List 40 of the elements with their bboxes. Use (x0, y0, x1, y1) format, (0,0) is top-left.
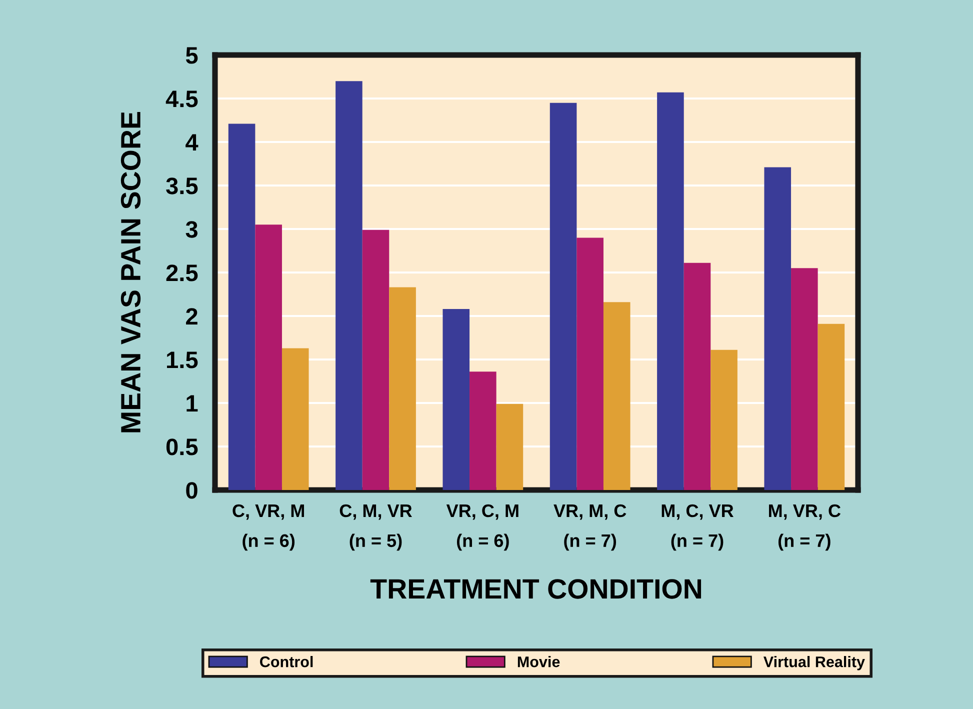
bar (496, 404, 524, 490)
bar (362, 230, 390, 490)
bar (550, 102, 577, 490)
bar (791, 268, 818, 490)
bar (255, 224, 282, 490)
x-tick-label: VR, C, M (n = 6) (446, 504, 518, 551)
x-tick-label: M, VR, C (n = 7) (769, 504, 841, 551)
bar (442, 309, 470, 490)
y-tick-label: 1 (186, 395, 198, 412)
y-tick-label: 1.5 (167, 352, 198, 368)
y-tick-label: 2 (186, 308, 198, 325)
y-tick-label: 2.5 (166, 264, 198, 282)
x-tick-label: VR, M, C (n = 7) (554, 504, 626, 551)
bar (710, 350, 738, 490)
bar (282, 348, 309, 490)
y-tick-label: 0 (186, 482, 198, 499)
bar (470, 372, 496, 490)
bar (764, 167, 792, 490)
legend-label: Virtual Reality (764, 656, 865, 670)
legend-label: Movie (518, 656, 560, 668)
x-tick-label: C, M, VR (n = 5) (340, 504, 412, 551)
x-tick-label: C, VR, M (n = 6) (232, 504, 304, 551)
y-tick-label: 0.5 (166, 438, 198, 456)
y-axis-title: MEAN VAS PAIN SCORE (120, 112, 141, 432)
bar (603, 302, 630, 490)
y-tick-label: 3 (186, 221, 198, 238)
x-tick-label: M, C, VR (n = 7) (662, 504, 734, 551)
y-tick-label: 3.5 (166, 178, 198, 194)
bar (389, 287, 416, 490)
bar (657, 92, 684, 490)
bar (228, 124, 256, 490)
bar (336, 81, 362, 490)
y-tick-label: 4 (186, 134, 198, 151)
y-tick-label: 4.5 (166, 90, 198, 108)
bar (818, 324, 845, 490)
bar (576, 238, 604, 490)
x-axis-title: TREATMENT CONDITION (370, 579, 702, 599)
y-tick-label: 5 (186, 47, 198, 64)
legend-label: Control (260, 656, 313, 668)
bar (684, 262, 711, 490)
